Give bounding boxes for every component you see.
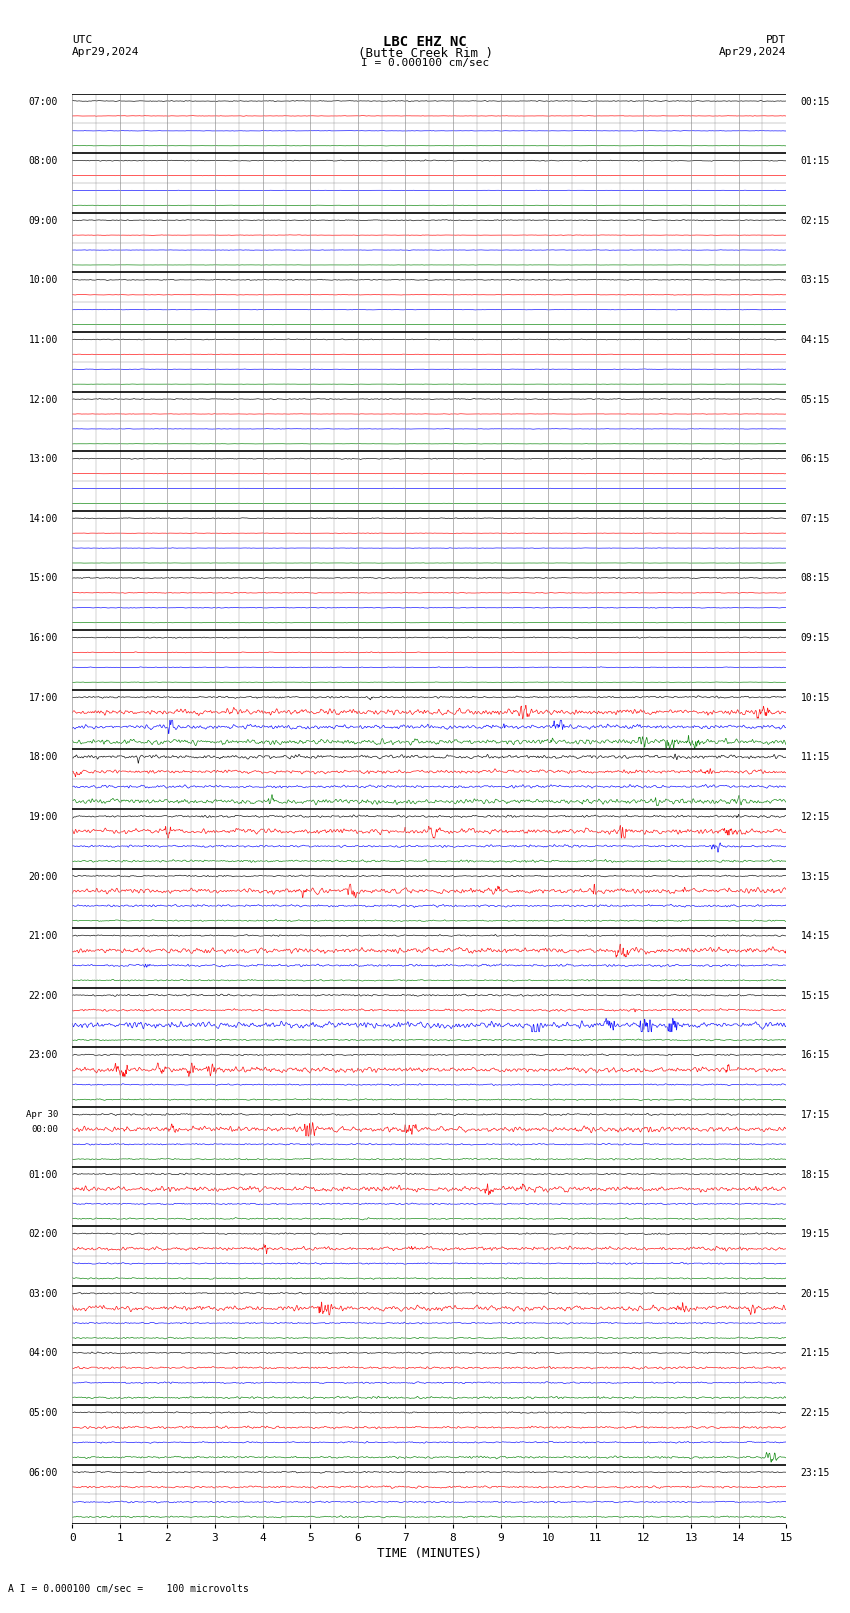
Text: 15:00: 15:00 (29, 574, 58, 584)
Text: 10:15: 10:15 (801, 692, 830, 703)
Text: 02:15: 02:15 (801, 216, 830, 226)
Text: 03:15: 03:15 (801, 276, 830, 286)
Text: 19:15: 19:15 (801, 1229, 830, 1239)
Text: 13:00: 13:00 (29, 455, 58, 465)
Text: 22:00: 22:00 (29, 990, 58, 1000)
Text: 03:00: 03:00 (29, 1289, 58, 1298)
Text: 23:00: 23:00 (29, 1050, 58, 1060)
Text: 14:00: 14:00 (29, 515, 58, 524)
Text: 20:00: 20:00 (29, 871, 58, 882)
Text: 05:00: 05:00 (29, 1408, 58, 1418)
Text: 06:15: 06:15 (801, 455, 830, 465)
Text: 20:15: 20:15 (801, 1289, 830, 1298)
Text: 10:00: 10:00 (29, 276, 58, 286)
Text: LBC EHZ NC: LBC EHZ NC (383, 35, 467, 50)
Text: 21:15: 21:15 (801, 1348, 830, 1358)
Text: 16:15: 16:15 (801, 1050, 830, 1060)
Text: 09:15: 09:15 (801, 632, 830, 644)
Text: 00:15: 00:15 (801, 97, 830, 106)
Text: Apr29,2024: Apr29,2024 (72, 47, 139, 56)
Text: 17:15: 17:15 (801, 1110, 830, 1119)
Text: 21:00: 21:00 (29, 931, 58, 940)
Text: 05:15: 05:15 (801, 395, 830, 405)
Text: 12:00: 12:00 (29, 395, 58, 405)
Text: 02:00: 02:00 (29, 1229, 58, 1239)
Text: A I = 0.000100 cm/sec =    100 microvolts: A I = 0.000100 cm/sec = 100 microvolts (8, 1584, 249, 1594)
Text: PDT: PDT (766, 35, 786, 45)
Text: 17:00: 17:00 (29, 692, 58, 703)
Text: 12:15: 12:15 (801, 811, 830, 823)
Text: 18:00: 18:00 (29, 752, 58, 763)
Text: I = 0.000100 cm/sec: I = 0.000100 cm/sec (361, 58, 489, 68)
Text: 04:00: 04:00 (29, 1348, 58, 1358)
Text: Apr 30: Apr 30 (26, 1110, 58, 1119)
Text: Apr29,2024: Apr29,2024 (719, 47, 786, 56)
Text: 01:15: 01:15 (801, 156, 830, 166)
Text: 13:15: 13:15 (801, 871, 830, 882)
Text: 01:00: 01:00 (29, 1169, 58, 1179)
Text: 18:15: 18:15 (801, 1169, 830, 1179)
Text: 00:00: 00:00 (31, 1124, 58, 1134)
Text: 09:00: 09:00 (29, 216, 58, 226)
Text: 11:15: 11:15 (801, 752, 830, 763)
Text: 22:15: 22:15 (801, 1408, 830, 1418)
Text: (Butte Creek Rim ): (Butte Creek Rim ) (358, 47, 492, 60)
Text: 06:00: 06:00 (29, 1468, 58, 1478)
Text: 19:00: 19:00 (29, 811, 58, 823)
Text: 07:00: 07:00 (29, 97, 58, 106)
Text: 04:15: 04:15 (801, 336, 830, 345)
Text: 08:00: 08:00 (29, 156, 58, 166)
Text: 23:15: 23:15 (801, 1468, 830, 1478)
Text: 08:15: 08:15 (801, 574, 830, 584)
Text: 11:00: 11:00 (29, 336, 58, 345)
Text: UTC: UTC (72, 35, 93, 45)
X-axis label: TIME (MINUTES): TIME (MINUTES) (377, 1547, 482, 1560)
Text: 15:15: 15:15 (801, 990, 830, 1000)
Text: 07:15: 07:15 (801, 515, 830, 524)
Text: 14:15: 14:15 (801, 931, 830, 940)
Text: 16:00: 16:00 (29, 632, 58, 644)
